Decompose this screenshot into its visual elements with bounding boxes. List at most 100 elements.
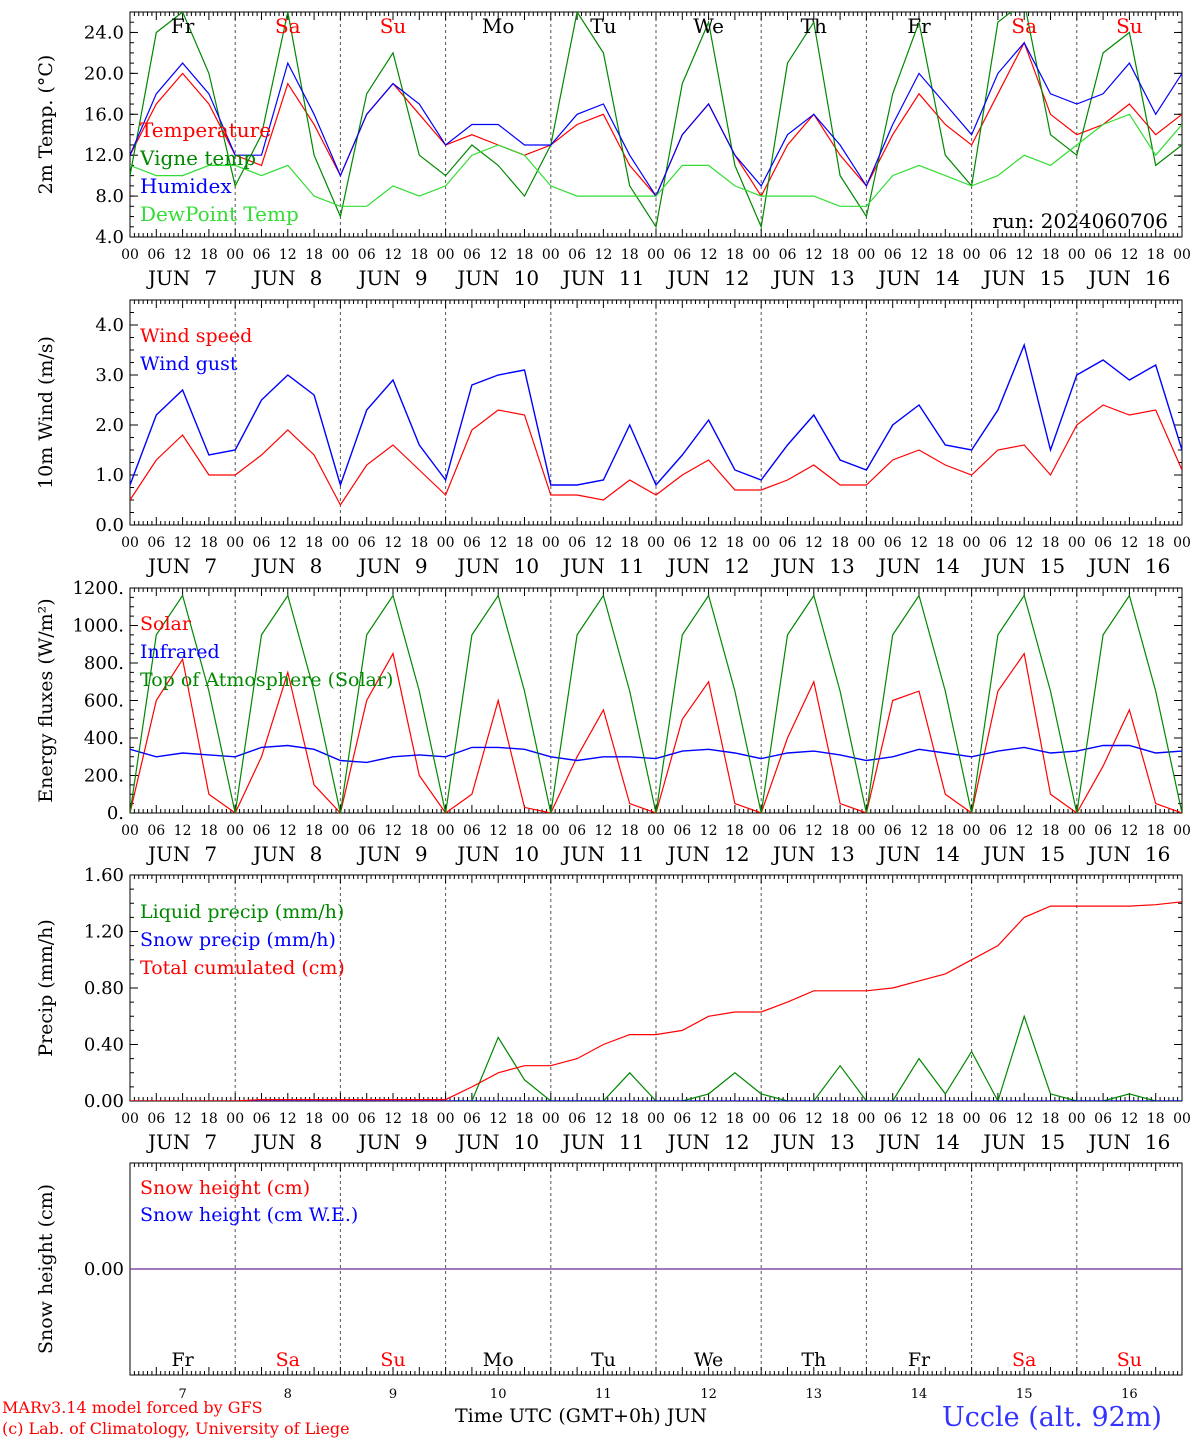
weekday-top-label: Tu — [590, 14, 616, 38]
hour-tick-label: 18 — [726, 535, 744, 551]
y-axis-label: Energy fluxes (W/m²) — [35, 598, 57, 802]
hour-tick-label: 00 — [437, 823, 455, 839]
hour-tick-label: 06 — [1094, 247, 1112, 263]
hour-tick-label: 12 — [805, 535, 823, 551]
hour-tick-label: 18 — [831, 247, 849, 263]
date-bottom-label: 7 — [178, 1387, 186, 1402]
day-label-date: 9 — [415, 1130, 428, 1154]
hour-tick-label: 12 — [594, 823, 612, 839]
day-label-date: 15 — [1040, 1130, 1065, 1154]
hour-tick-label: 06 — [463, 823, 481, 839]
hour-tick-label: 18 — [305, 247, 323, 263]
hour-tick-label: 06 — [147, 823, 165, 839]
hour-tick-label: 18 — [831, 823, 849, 839]
day-label-date: 11 — [619, 554, 644, 578]
day-label-date: 16 — [1145, 842, 1170, 866]
hour-tick-label: 06 — [253, 247, 271, 263]
run-label: run: 2024060706 — [992, 209, 1168, 233]
day-label: JUN 11 — [560, 1130, 644, 1154]
hour-tick-label: 00 — [1173, 535, 1191, 551]
hour-tick-label: 18 — [1147, 247, 1165, 263]
day-label-date: 8 — [310, 266, 323, 290]
day-label-month: JUN — [146, 1130, 190, 1154]
hour-tick-label: 00 — [963, 823, 981, 839]
day-label: JUN 8 — [251, 266, 322, 290]
day-label: JUN 14 — [876, 554, 960, 578]
hour-tick-label: 18 — [726, 823, 744, 839]
y-tick-label: 0.00 — [84, 1091, 124, 1112]
hour-tick-label: 00 — [752, 823, 770, 839]
weekday-bottom-label: Fr — [171, 1349, 194, 1371]
series-line-infrared — [130, 744, 1182, 764]
hour-tick-label: 18 — [936, 535, 954, 551]
hour-tick-label: 12 — [1120, 1111, 1138, 1127]
day-label-month: JUN — [981, 1130, 1025, 1154]
hour-tick-label: 12 — [1015, 535, 1033, 551]
date-bottom-label: 11 — [595, 1387, 612, 1402]
day-label: JUN 12 — [666, 266, 750, 290]
hour-tick-label: 12 — [489, 823, 507, 839]
day-label: JUN 11 — [560, 554, 644, 578]
hour-tick-label: 06 — [358, 247, 376, 263]
hour-tick-label: 00 — [226, 247, 244, 263]
hour-tick-label: 12 — [279, 247, 297, 263]
day-label: JUN 7 — [146, 266, 217, 290]
hour-tick-label: 06 — [673, 247, 691, 263]
panel-3: 0. 200. 400. 600. 800. 1000. 1200. Energy fluxe… — [35, 578, 1191, 866]
day-label-month: JUN — [560, 266, 604, 290]
day-label: JUN 8 — [251, 842, 322, 866]
hour-tick-label: 18 — [516, 535, 534, 551]
weekday-top-label: Fr — [907, 14, 931, 38]
weekday-bottom-label: Su — [380, 1349, 405, 1371]
y-tick-label: 600. — [84, 691, 124, 712]
day-label-month: JUN — [560, 554, 604, 578]
hour-tick-label: 06 — [884, 535, 902, 551]
hour-tick-label: 18 — [936, 1111, 954, 1127]
day-label: JUN 12 — [666, 1130, 750, 1154]
weekday-top-label: Su — [380, 14, 407, 38]
hour-tick-label: 12 — [489, 1111, 507, 1127]
hour-tick-label: 06 — [779, 1111, 797, 1127]
lab-credit: (c) Lab. of Climatology, University of L… — [2, 1419, 350, 1438]
hour-tick-label: 06 — [1094, 1111, 1112, 1127]
day-label-date: 12 — [724, 554, 749, 578]
y-tick-label: 24.0 — [84, 22, 124, 43]
hour-tick-label: 00 — [1068, 1111, 1086, 1127]
date-bottom-label: 15 — [1016, 1387, 1033, 1402]
day-label: JUN 14 — [876, 842, 960, 866]
day-label-month: JUN — [356, 266, 400, 290]
hour-tick-label: 12 — [174, 247, 192, 263]
hour-tick-label: 12 — [174, 535, 192, 551]
weekday-bottom-label: We — [694, 1349, 723, 1371]
day-label-date: 16 — [1145, 1130, 1170, 1154]
day-label-month: JUN — [146, 842, 190, 866]
hour-tick-label: 18 — [305, 823, 323, 839]
legend-entry: Solar — [140, 613, 192, 635]
day-label-month: JUN — [455, 842, 499, 866]
hour-tick-label: 12 — [279, 535, 297, 551]
hour-tick-label: 18 — [305, 535, 323, 551]
day-label-date: 7 — [204, 266, 217, 290]
hour-tick-label: 00 — [1068, 247, 1086, 263]
day-label-date: 15 — [1040, 842, 1065, 866]
day-label-date: 16 — [1145, 266, 1170, 290]
series-line-humidex — [130, 41, 1182, 198]
hour-tick-label: 12 — [279, 823, 297, 839]
day-label-date: 11 — [619, 1130, 644, 1154]
day-label: JUN 14 — [876, 1130, 960, 1154]
hour-tick-label: 12 — [1015, 823, 1033, 839]
day-label: JUN 16 — [1086, 842, 1170, 866]
day-label-month: JUN — [356, 842, 400, 866]
hour-tick-label: 06 — [1094, 823, 1112, 839]
hour-tick-label: 06 — [463, 1111, 481, 1127]
hour-tick-label: 12 — [384, 1111, 402, 1127]
hour-tick-label: 00 — [963, 247, 981, 263]
hour-tick-label: 18 — [516, 1111, 534, 1127]
hour-tick-label: 06 — [884, 823, 902, 839]
y-tick-label: 12.0 — [84, 145, 124, 166]
series-line-vigne-temp — [130, 12, 1182, 229]
weekday-top-label: Mo — [482, 14, 515, 38]
hour-tick-label: 12 — [700, 535, 718, 551]
hour-tick-label: 12 — [1015, 247, 1033, 263]
